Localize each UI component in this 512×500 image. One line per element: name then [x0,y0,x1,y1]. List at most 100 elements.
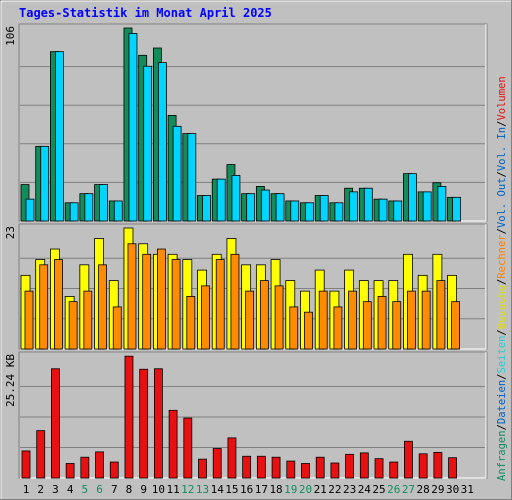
day-label-16: 16 [240,483,253,496]
day-label-8: 8 [126,483,133,496]
bar-volumen-day-22 [330,462,340,479]
legend-item: Seiten [496,336,508,374]
bar-rechner-day-17 [259,280,269,350]
bar-volumen-day-18 [271,456,281,479]
chart-panels: 106 23 25.24 KB [4,23,488,479]
bar-rechner-day-3 [54,259,63,350]
bar-dateien-day-18 [275,193,285,222]
day-label-12: 12 [181,483,194,496]
panel-middle: 23 [4,223,488,350]
bar-rechner-day-8 [127,243,137,350]
bar-rechner-day-25 [377,295,387,350]
bar-volumen-day-25 [374,458,384,479]
bar-volumen-day-27 [404,440,413,479]
day-label-1: 1 [23,483,30,496]
bar-rechner-day-9 [142,253,152,350]
bar-dateien-day-26 [393,200,403,222]
bar-rechner-day-24 [362,301,372,350]
bar-dateien-day-9 [143,65,153,222]
legend-item: Anfragen [496,430,508,481]
bar-dateien-day-20 [305,202,314,222]
bar-volumen-day-8 [124,355,134,479]
bar-dateien-day-6 [99,184,108,222]
day-label-9: 9 [140,483,147,496]
bar-volumen-day-6 [95,451,104,479]
bar-dateien-day-25 [378,198,388,222]
bar-dateien-day-21 [319,195,329,222]
bar-dateien-day-17 [260,189,270,222]
day-label-13: 13 [196,483,209,496]
bar-rechner-day-21 [318,290,328,350]
bar-volumen-day-1 [21,450,31,479]
bar-dateien-day-4 [69,202,79,222]
day-label-7: 7 [111,483,118,496]
bar-rechner-day-14 [215,259,225,350]
bar-volumen-day-15 [227,437,237,479]
legend-item: Vol. In [496,127,508,171]
bar-dateien-day-19 [290,200,300,222]
bar-volumen-day-14 [212,448,222,479]
bar-volumen-day-5 [80,456,90,479]
day-label-4: 4 [67,483,74,496]
bar-dateien-day-12 [187,133,197,222]
bar-volumen-day-7 [109,461,119,479]
bar-rechner-day-11 [171,259,181,350]
legend-item: / [496,171,508,177]
bar-dateien-day-13 [202,195,211,222]
day-label-22: 22 [328,483,341,496]
bar-rechner-day-15 [230,253,240,350]
bar-volumen-day-21 [315,456,325,479]
legend-item: Vol. Out [496,177,508,228]
legend-item: Besuche [496,285,508,329]
day-label-28: 28 [417,483,430,496]
bar-volumen-day-10 [153,368,163,479]
bar-rechner-day-22 [333,306,343,350]
day-label-3: 3 [52,483,59,496]
bar-dateien-day-5 [84,193,94,222]
bar-dateien-day-15 [231,175,241,222]
bar-volumen-day-24 [359,452,369,479]
bar-rechner-day-26 [392,301,402,350]
chart-title: Tages-Statistik im Monat April 2025 [19,6,272,20]
panel-bottom: 25.24 KB [4,351,488,479]
legend-item: / [496,121,508,127]
day-label-11: 11 [166,483,179,496]
bar-dateien-day-29 [437,186,447,222]
bar-volumen-day-17 [256,455,266,479]
day-label-27: 27 [402,483,415,496]
bar-rechner-day-27 [407,290,416,350]
bar-volumen-day-30 [448,457,457,479]
bar-volumen-day-23 [345,453,355,479]
day-label-23: 23 [343,483,356,496]
bar-dateien-day-22 [334,202,344,222]
day-label-18: 18 [269,483,282,496]
bar-rechner-day-6 [98,264,107,350]
bar-dateien-day-28 [422,191,432,222]
legend-item: / [496,424,508,430]
legend-item: / [496,329,508,335]
legend-item: Volumen [496,76,508,120]
bar-dateien-day-30 [452,196,461,222]
bar-dateien-day-16 [246,193,256,222]
panel-top: 106 [4,23,488,222]
legend-item: Dateien [496,380,508,424]
bar-rechner-day-20 [304,311,313,350]
bar-volumen-day-29 [433,451,443,479]
day-label-21: 21 [314,483,327,496]
bar-rechner-day-7 [112,306,122,350]
bar-volumen-day-28 [418,453,428,479]
bar-dateien-day-7 [113,200,123,222]
bar-rechner-day-16 [245,290,255,350]
legend-item: Rechner [496,234,508,278]
bar-rechner-day-4 [68,301,78,350]
day-label-19: 19 [284,483,297,496]
day-label-2: 2 [37,483,44,496]
bar-dateien-day-1 [25,198,35,222]
day-label-24: 24 [358,483,372,496]
day-label-10: 10 [152,483,165,496]
bar-volumen-day-26 [389,461,399,479]
day-label-15: 15 [225,483,238,496]
day-label-14: 14 [211,483,225,496]
day-labels: 1 2 3 4 5 6 7 8 9 10 11 12 13 14 15 16 17 18 19 20 21 22 23 24 2… [23,483,474,496]
